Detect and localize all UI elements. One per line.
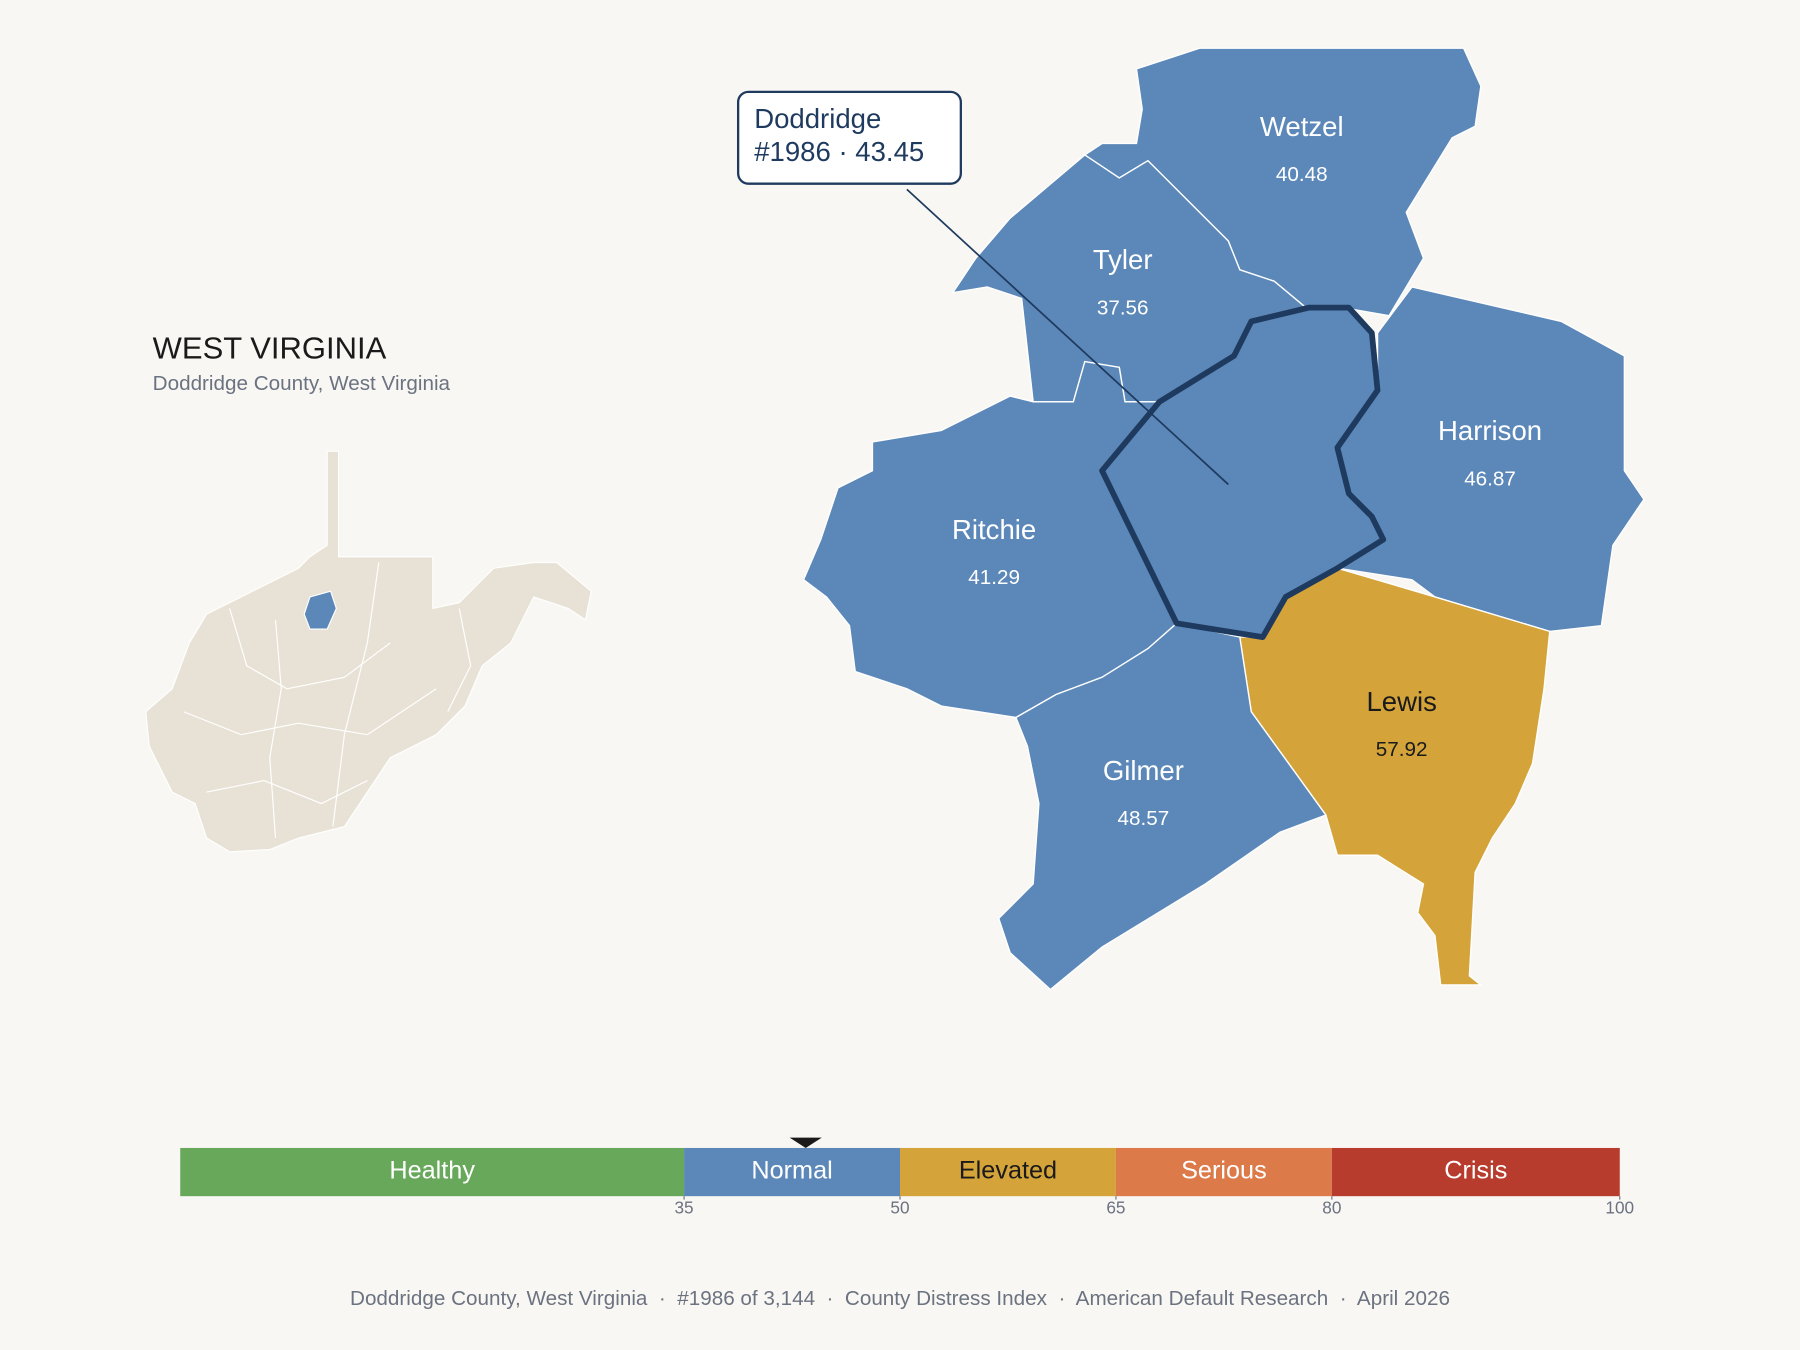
county <box>1238 567 1551 986</box>
scale-band-label: Elevated <box>959 1157 1057 1185</box>
distress-scale: Healthy Normal Elevated Serious Crisis 35 50 65… <box>180 1137 1634 1217</box>
scale-tick-label: 65 <box>1106 1197 1125 1217</box>
scale-tick-label: 80 <box>1322 1197 1341 1217</box>
scale-band-label: Normal <box>751 1157 832 1185</box>
scale-tick-label: 35 <box>674 1197 693 1217</box>
scale-band <box>900 1147 1116 1197</box>
scale-tick-label: 100 <box>1605 1197 1634 1217</box>
county-map: Wetzel 40.48 Tyler 37.56 Harrison 46.87 Ritchi… <box>802 47 1645 991</box>
county-value: 48.57 <box>1118 807 1170 830</box>
footer: Doddridge County, West Virginia · #1986 … <box>350 1287 1450 1310</box>
scale-band-label: Healthy <box>389 1157 475 1185</box>
state-outline <box>145 450 592 853</box>
inset-focus-county <box>303 590 337 630</box>
inset-line <box>332 562 380 827</box>
callout: Doddridge #1986 · 43.45 <box>736 90 1229 486</box>
inset-line <box>183 688 437 736</box>
county-value: 46.87 <box>1464 467 1516 490</box>
county-value: 37.56 <box>1097 296 1149 319</box>
county-name: Gilmer <box>1103 755 1184 786</box>
scale-band <box>180 1147 685 1197</box>
county-name: Harrison <box>1438 415 1542 446</box>
county-name: Ritchie <box>952 514 1036 545</box>
inset-line <box>229 608 391 690</box>
focus-county <box>1099 304 1387 640</box>
inset-line <box>447 608 472 712</box>
state-title: WEST VIRGINIA <box>153 330 387 365</box>
county-value: 57.92 <box>1376 738 1428 761</box>
county-value: 41.29 <box>968 566 1020 589</box>
scale-band-label: Crisis <box>1444 1157 1507 1185</box>
scale-band-label: Serious <box>1181 1157 1267 1185</box>
callout-name: Doddridge <box>754 103 881 134</box>
county <box>997 622 1327 991</box>
county-value: 40.48 <box>1276 163 1328 186</box>
scale-band <box>1115 1147 1332 1197</box>
county-name: Wetzel <box>1260 111 1344 142</box>
scale-tick-label: 50 <box>890 1197 909 1217</box>
county-name: Lewis <box>1366 686 1436 717</box>
subtitle: Doddridge County, West Virginia <box>153 372 451 395</box>
scale-marker <box>789 1137 822 1148</box>
callout-box <box>736 90 962 185</box>
scale-band <box>1331 1147 1620 1197</box>
callout-label: #1986 · 43.45 <box>754 136 924 167</box>
inset-line <box>269 619 282 839</box>
county-name: Tyler <box>1093 244 1153 275</box>
leader-line <box>906 188 1229 486</box>
inset-line <box>206 780 368 805</box>
state-inset <box>145 450 592 853</box>
county <box>1335 286 1645 633</box>
scale-band <box>684 1147 900 1197</box>
